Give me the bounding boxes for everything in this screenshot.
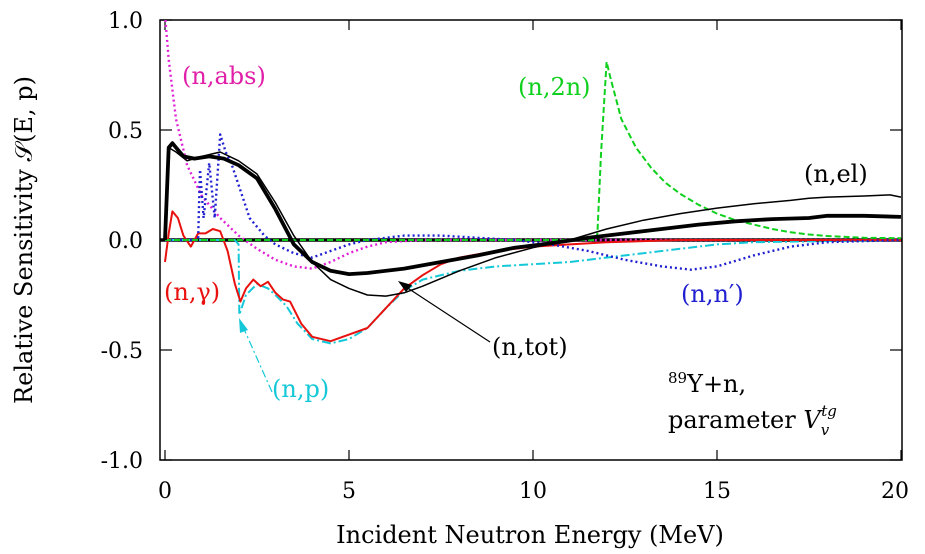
- parameter-prefix: parameter: [668, 406, 803, 434]
- series-n-el: [164, 146, 902, 297]
- y-tick-label: -1.0: [101, 449, 143, 474]
- x-tick-label: 0: [158, 479, 172, 504]
- x-tick-label: 15: [703, 479, 731, 504]
- y-axis-label: Relative Sensitivity 𝒮(E, p): [10, 76, 38, 404]
- nucleus-text: Y+n,: [686, 370, 746, 398]
- nucleus-mass-number: 89: [668, 369, 687, 387]
- y-tick-label: 0.5: [108, 119, 143, 144]
- x-tick-label: 5: [342, 479, 356, 504]
- n-tot-pointer: [399, 282, 491, 343]
- label-n-tot: (n,tot): [492, 333, 568, 361]
- label-n-p: (n,p): [272, 375, 329, 403]
- series-n-p: [165, 239, 902, 345]
- label-n-2n: (n,2n): [518, 73, 591, 101]
- x-axis-label: Incident Neutron Energy (MeV): [336, 521, 724, 549]
- y-tick-label: 0.0: [108, 229, 143, 254]
- parameter-superscript: tg: [821, 402, 837, 420]
- x-tick-label: 20: [881, 479, 909, 504]
- x-tick-label: 10: [519, 479, 547, 504]
- label-n-el: (n,el): [804, 160, 868, 188]
- parameter-subscript: v: [821, 421, 830, 439]
- nucleus-label: 89Y+n,: [668, 369, 746, 398]
- series-n-abs: [164, 20, 901, 270]
- series-n-2n: [165, 60, 902, 241]
- n-p-pointer-arrowhead: [239, 318, 248, 333]
- n-tot-pointer-arrowhead: [398, 281, 412, 292]
- y-tick-label: -0.5: [101, 339, 143, 364]
- series-n-nprime: [165, 133, 902, 271]
- y-tick-label: 1.0: [108, 9, 143, 34]
- label-n-gamma: (n,γ): [164, 278, 220, 306]
- n-p-pointer: [239, 319, 273, 393]
- series-n-gamma: [164, 210, 901, 343]
- label-n-abs: (n,abs): [182, 62, 266, 90]
- parameter-label: parameter Vvtg: [668, 402, 837, 439]
- label-n-nprime: (n,n′): [681, 280, 744, 308]
- series-n-tot: [163, 141, 902, 276]
- parameter-symbol: V: [803, 406, 823, 434]
